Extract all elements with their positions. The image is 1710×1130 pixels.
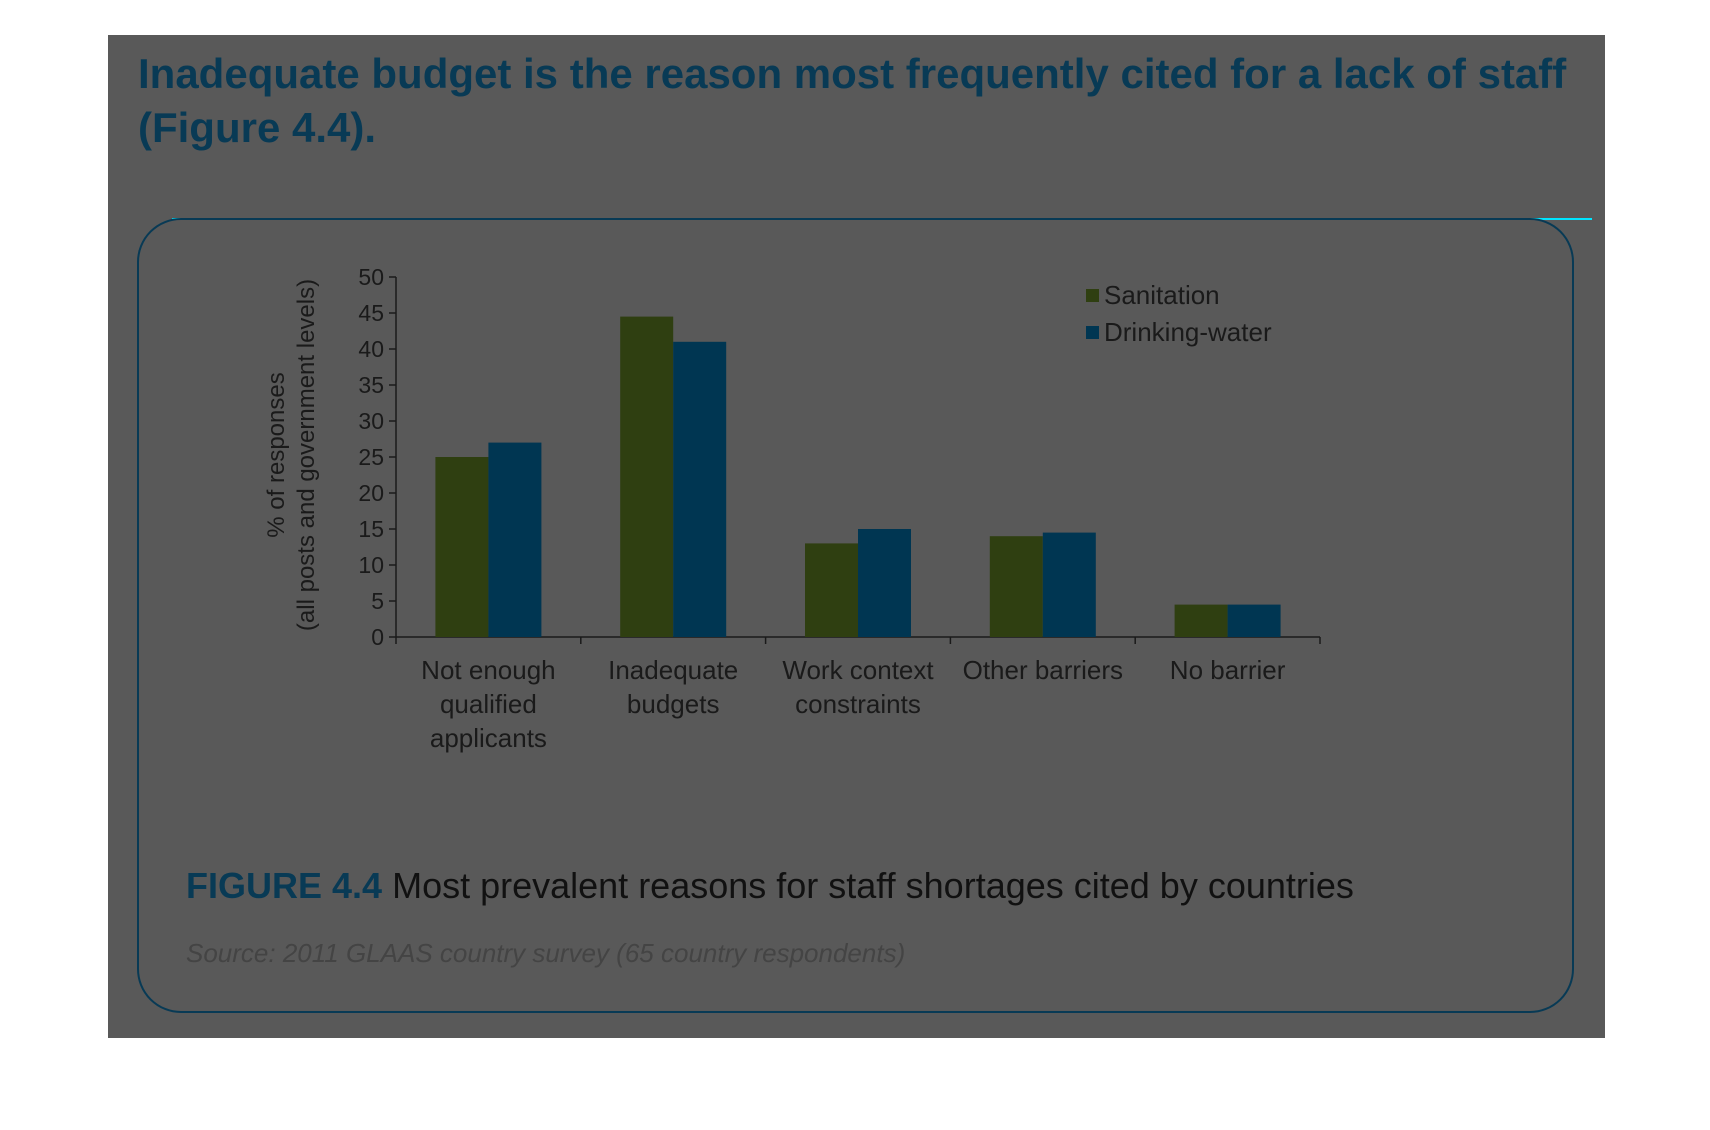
x-category-label: Not enough qualified applicants: [421, 655, 555, 753]
bar-sanitation: [989, 536, 1043, 637]
legend-swatch-drinking-water: [1086, 326, 1099, 339]
y-tick-label: 20: [358, 480, 384, 506]
bar-drinking-water: [673, 341, 727, 637]
y-tick-label: 35: [358, 372, 384, 398]
figure-number: FIGURE 4.4: [186, 865, 383, 906]
y-tick-label: 30: [358, 408, 384, 434]
figure-panel: Inadequate budget is the reason most fre…: [108, 35, 1605, 1038]
legend-swatch-sanitation: [1086, 289, 1099, 302]
bar-sanitation: [620, 316, 674, 637]
bar-drinking-water: [858, 529, 911, 637]
y-tick-label: 25: [358, 444, 384, 470]
x-category-label: No barrier: [1170, 655, 1286, 685]
y-tick-label: 45: [358, 300, 384, 326]
bar-sanitation: [805, 543, 858, 637]
y-axis-title: % of responses (all posts and government …: [263, 279, 320, 631]
legend-label-sanitation: Sanitation: [1104, 280, 1220, 310]
figure-caption-text: Most prevalent reasons for staff shortag…: [392, 865, 1354, 906]
y-tick-label: 10: [358, 552, 384, 578]
x-category-label: Work context constraints: [782, 655, 934, 719]
x-category-label: Other barriers: [963, 655, 1123, 685]
bar-drinking-water: [1042, 532, 1096, 637]
y-tick-label: 0: [371, 624, 384, 650]
figure-caption: FIGURE 4.4 Most prevalent reasons for st…: [186, 865, 1354, 907]
legend-label-drinking-water: Drinking-water: [1104, 317, 1272, 347]
bar-drinking-water: [488, 442, 542, 637]
y-tick-label: 50: [358, 264, 384, 290]
figure-source: Source: 2011 GLAAS country survey (65 co…: [186, 938, 906, 968]
page-heading: Inadequate budget is the reason most fre…: [138, 50, 1567, 151]
x-category-label: Inadequate budgets: [608, 655, 738, 719]
bar-sanitation: [1174, 604, 1228, 637]
bar-drinking-water: [1227, 604, 1281, 637]
bar-sanitation: [435, 457, 489, 637]
bar-chart: 0 5 10 15 20 25 30 35 40 45 50 Not enough qualified a…: [263, 264, 1321, 753]
y-tick-label: 40: [358, 336, 384, 362]
figure-box: [137, 218, 1574, 1013]
y-tick-label: 15: [358, 516, 384, 542]
y-tick-label: 5: [371, 588, 384, 614]
